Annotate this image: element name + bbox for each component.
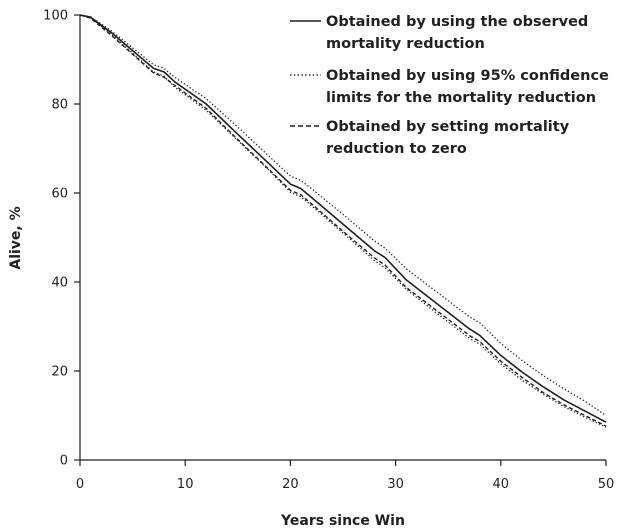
legend-label-line-2: mortality reduction [326,36,485,52]
x-axis-title: Years since Win [280,513,405,529]
y-axis-title: Alive, % [8,206,24,269]
series-line-ci_lower [79,14,607,428]
legend-entry-zero: Obtained by setting mortality reduction … [290,119,570,157]
x-ticks: 0 10 20 30 40 50 [76,460,614,492]
legend-label-line-2: limits for the mortality reduction [326,90,596,106]
series-line-zero [79,14,607,427]
x-tick-label: 10 [177,477,194,492]
y-tick-label: 100 [43,9,68,24]
y-ticks: 0 20 40 60 80 100 [43,9,80,469]
legend-label-line-2: reduction to zero [326,141,467,157]
x-tick-label: 20 [282,477,299,492]
y-tick-label: 80 [51,98,68,113]
legend: Obtained by using the observed mortality… [290,14,609,157]
legend-entry-observed: Obtained by using the observed mortality… [290,14,588,52]
legend-label-line-1: Obtained by setting mortality [326,119,570,135]
x-tick-label: 40 [493,477,510,492]
x-tick-label: 0 [76,477,84,492]
y-tick-label: 40 [51,276,68,291]
y-tick-label: 20 [51,365,68,380]
series-layer [79,14,607,428]
series-line-ci_upper [79,14,607,417]
axes [79,15,606,461]
x-tick-label: 50 [598,477,615,492]
legend-label-line-1: Obtained by using 95% confidence [326,68,609,84]
y-tick-label: 0 [60,454,68,469]
x-tick-label: 30 [387,477,404,492]
legend-entry-ci: Obtained by using 95% confidence limits … [290,68,609,106]
y-tick-label: 60 [51,187,68,202]
series-line-observed [79,14,607,423]
legend-label-line-1: Obtained by using the observed [326,14,588,30]
